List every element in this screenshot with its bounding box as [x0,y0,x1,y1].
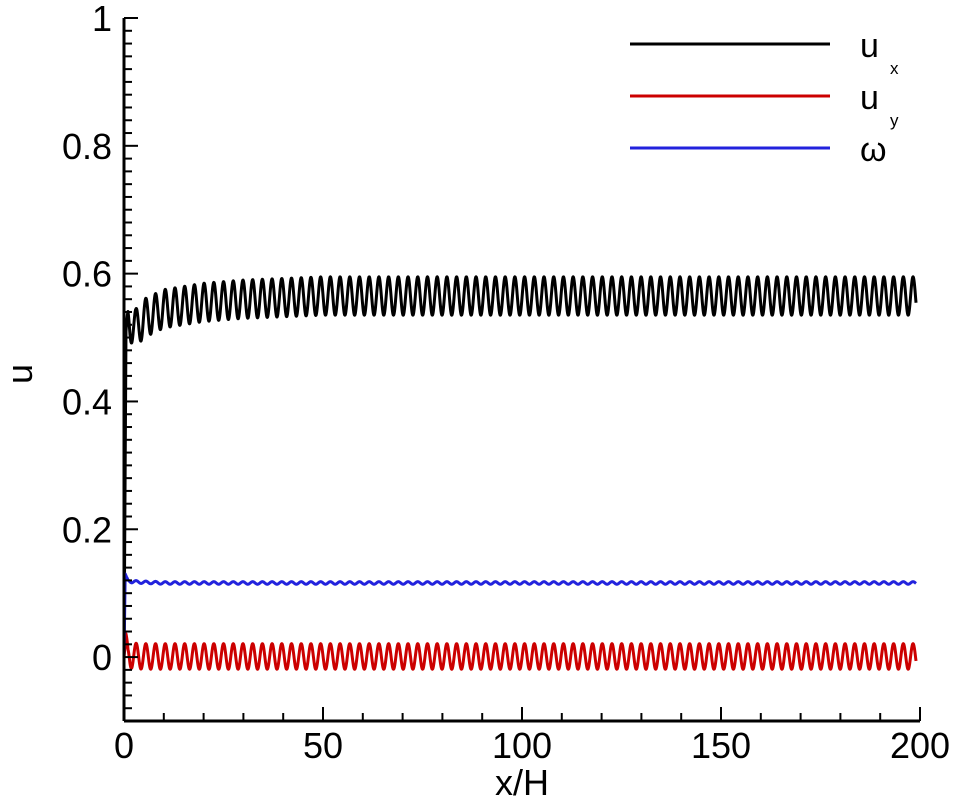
x-tick-label: 0 [114,725,134,766]
legend-label-subscript: y [890,111,899,130]
series-line-3 [122,572,918,658]
x-tick-label: 150 [691,725,751,766]
x-axis-title: x/H [495,762,549,803]
legend-label-subscript: x [890,59,899,78]
plot-lines [122,275,918,671]
x-tick-label: 200 [890,725,950,766]
series-line-2 [122,632,918,671]
legend-label: u [860,27,879,65]
axis-tick-labels: 0 50 100 150 200 0 0.2 0.4 0.6 0.8 1 [62,0,950,766]
x-tick-label: 50 [303,725,343,766]
y-tick-label: 0 [92,637,112,678]
axes [122,18,920,723]
y-tick-label: 0.2 [62,509,112,550]
x-tick-label: 100 [492,725,552,766]
y-tick-label: 0.8 [62,126,112,167]
legend-label: ω [860,131,887,169]
y-tick-label: 0.4 [62,381,112,422]
series-line-1 [122,275,918,658]
legend-label: u [860,79,879,117]
y-tick-label: 0.6 [62,254,112,295]
y-axis-title: u [0,364,40,384]
axis-ticks [123,17,921,722]
y-tick-label: 1 [92,0,112,39]
